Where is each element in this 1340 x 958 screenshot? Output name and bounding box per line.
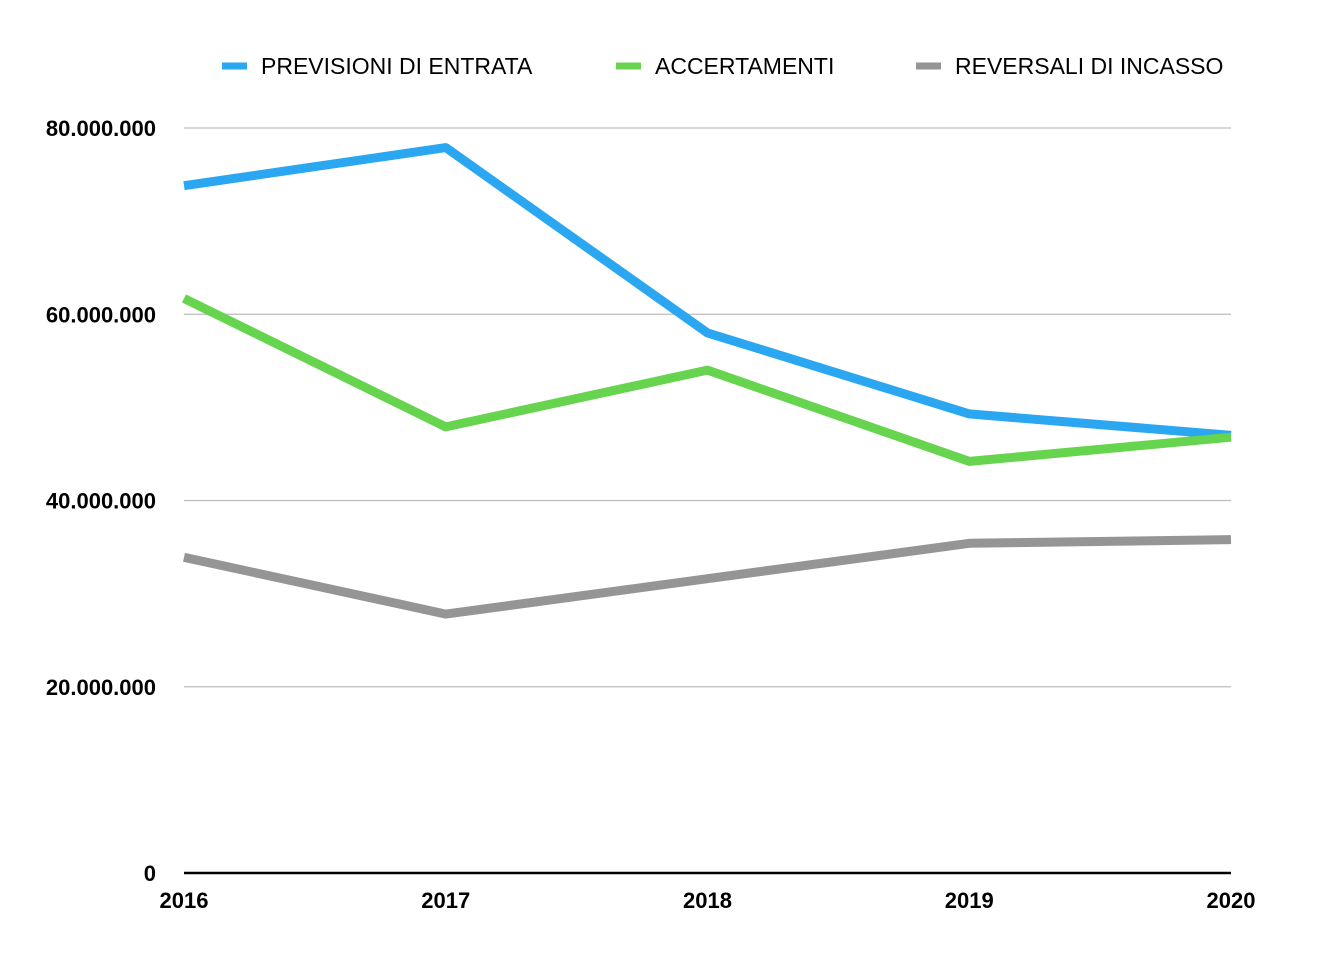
series-accertamenti [182, 294, 1232, 466]
x-tick-label: 2016 [160, 888, 209, 913]
legend-label: PREVISIONI DI ENTRATA [261, 53, 533, 79]
y-tick-label: 60.000.000 [46, 302, 156, 327]
series-line-previsioni-di-entrata [183, 143, 1232, 440]
y-tick-label: 20.000.000 [46, 675, 156, 700]
y-tick-label: 40.000.000 [46, 489, 156, 514]
y-tick-label: 80.000.000 [46, 116, 156, 141]
series-line-accertamenti [182, 294, 1232, 466]
x-tick-label: 2018 [683, 888, 732, 913]
y-axis-ticks: 0 20.000.000 40.000.000 60.000.000 80.000.00… [46, 116, 156, 886]
legend-item-accertamenti: ACCERTAMENTI [616, 53, 834, 79]
legend: PREVISIONI DI ENTRATA ACCERTAMENTI REVERSA… [222, 53, 1223, 79]
y-tick-label: 0 [144, 861, 156, 886]
x-tick-label: 2019 [945, 888, 994, 913]
series-previsioni-di-entrata [183, 143, 1232, 440]
x-tick-label: 2017 [421, 888, 470, 913]
legend-label: ACCERTAMENTI [655, 53, 834, 79]
legend-item-previsioni-di-entrata: PREVISIONI DI ENTRATA [222, 53, 533, 79]
x-axis-ticks: 2016 2017 2018 2019 2020 [160, 888, 1256, 913]
x-tick-label: 2020 [1207, 888, 1256, 913]
series-lines [182, 143, 1232, 619]
legend-label: REVERSALI DI INCASSO [955, 53, 1223, 79]
legend-item-reversali-di-incasso: REVERSALI DI INCASSO [916, 53, 1223, 79]
gridlines [184, 127, 1231, 688]
series-reversali-di-incasso [183, 535, 1232, 619]
series-line-reversali-di-incasso [183, 535, 1232, 619]
